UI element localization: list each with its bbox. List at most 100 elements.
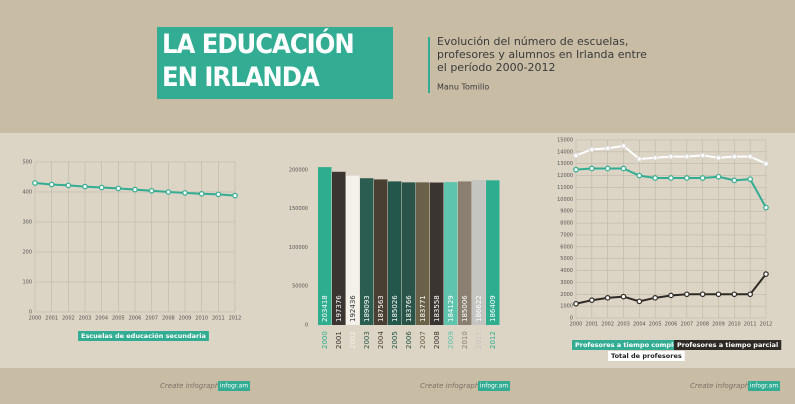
point	[115, 185, 122, 192]
x-tick-label: 2008	[696, 322, 709, 328]
point	[684, 291, 690, 298]
x-tick-label: 2005	[112, 316, 125, 322]
title-wrap: LA EDUCACIÓN EN IRLANDA	[162, 29, 355, 93]
y-tick-label: 11000	[557, 185, 573, 191]
value-label: 203418	[321, 295, 329, 322]
bar	[374, 179, 388, 325]
point	[620, 293, 627, 300]
bar	[388, 181, 402, 325]
point	[731, 291, 738, 298]
x-tick-label: 2004	[377, 331, 385, 349]
point	[731, 177, 738, 184]
y-tick-label: 13000	[557, 161, 573, 167]
point	[715, 291, 722, 298]
point	[65, 182, 72, 189]
point	[573, 166, 579, 173]
y-tick-label: 400	[22, 190, 32, 196]
value-label: 183766	[405, 295, 413, 322]
y-tick-label: 5000	[560, 256, 573, 262]
y-tick-label: 500	[22, 160, 32, 166]
y-tick-label: 200000	[289, 167, 308, 173]
x-tick-label: 2010	[195, 316, 208, 322]
y-tick-label: 300	[22, 220, 32, 226]
y-tick-label: 0	[570, 316, 573, 322]
point	[573, 152, 579, 159]
x-tick-label: 2003	[363, 331, 371, 349]
x-tick-label: 2012	[489, 331, 497, 349]
point	[48, 181, 55, 188]
x-tick-label: 2000	[570, 322, 583, 328]
point	[652, 295, 658, 301]
point	[589, 146, 595, 153]
y-tick-label: 150000	[289, 206, 308, 212]
y-tick-label: 12000	[557, 173, 573, 179]
point	[132, 186, 138, 193]
footer-tag	[218, 381, 250, 391]
subtitle-wrap: Evolución del número de escuelas, profes…	[437, 35, 647, 74]
value-label: 183558	[433, 295, 441, 322]
point	[604, 145, 611, 152]
value-label: 186622	[475, 295, 483, 322]
point	[699, 175, 706, 181]
x-tick-label: 2003	[617, 322, 630, 328]
point	[668, 175, 674, 181]
bar	[416, 182, 430, 325]
point	[589, 297, 595, 304]
point	[604, 295, 611, 301]
bar	[318, 167, 332, 325]
point	[715, 155, 722, 161]
bar	[486, 180, 500, 325]
x-tick-label: 2006	[129, 316, 142, 322]
y-tick-label: 0	[29, 310, 32, 316]
point	[182, 190, 188, 196]
point	[684, 153, 690, 160]
subtitle: Evolución del número de escuelas, profes…	[437, 35, 647, 74]
point	[747, 291, 753, 298]
bar	[346, 175, 360, 325]
x-tick-label: 2012	[229, 316, 242, 322]
x-tick-label: 2007	[145, 316, 158, 322]
x-tick-label: 2010	[728, 322, 741, 328]
point	[165, 189, 172, 195]
point	[731, 153, 738, 160]
value-label: 185026	[391, 295, 399, 322]
x-tick-label: 2010	[461, 331, 469, 349]
point	[763, 204, 769, 211]
legend-swatch	[572, 340, 689, 350]
value-label: 185006	[461, 295, 469, 322]
value-label: 187563	[377, 295, 385, 322]
value-label: 184129	[447, 295, 455, 322]
subtitle-rule	[428, 37, 430, 93]
x-tick-label: 2007	[419, 331, 427, 349]
x-tick-label: 2009	[712, 322, 725, 328]
bar	[472, 180, 486, 325]
legend-swatch	[674, 340, 782, 350]
point	[652, 175, 658, 181]
bar	[332, 171, 346, 325]
legend-swatch	[608, 351, 685, 361]
bar	[360, 178, 374, 325]
bar	[458, 181, 472, 325]
point	[763, 271, 769, 277]
point	[232, 192, 238, 199]
y-tick-label: 9000	[560, 209, 573, 215]
x-tick-label: 2009	[179, 316, 192, 322]
point	[715, 173, 722, 180]
point	[668, 153, 674, 160]
point	[604, 165, 611, 172]
point	[636, 172, 643, 179]
point	[573, 300, 579, 307]
x-tick-label: 2004	[95, 316, 108, 322]
y-tick-label: 1000	[560, 304, 573, 310]
legend-swatch	[78, 331, 209, 341]
point	[668, 292, 674, 299]
point	[148, 188, 155, 194]
point	[620, 143, 627, 149]
footer-tag	[478, 381, 510, 391]
author: Manu Tomillo	[437, 83, 489, 92]
point	[763, 160, 769, 167]
point	[82, 183, 88, 190]
x-tick-label: 2011	[744, 322, 757, 328]
footer-credit: Create infographics	[160, 382, 229, 390]
